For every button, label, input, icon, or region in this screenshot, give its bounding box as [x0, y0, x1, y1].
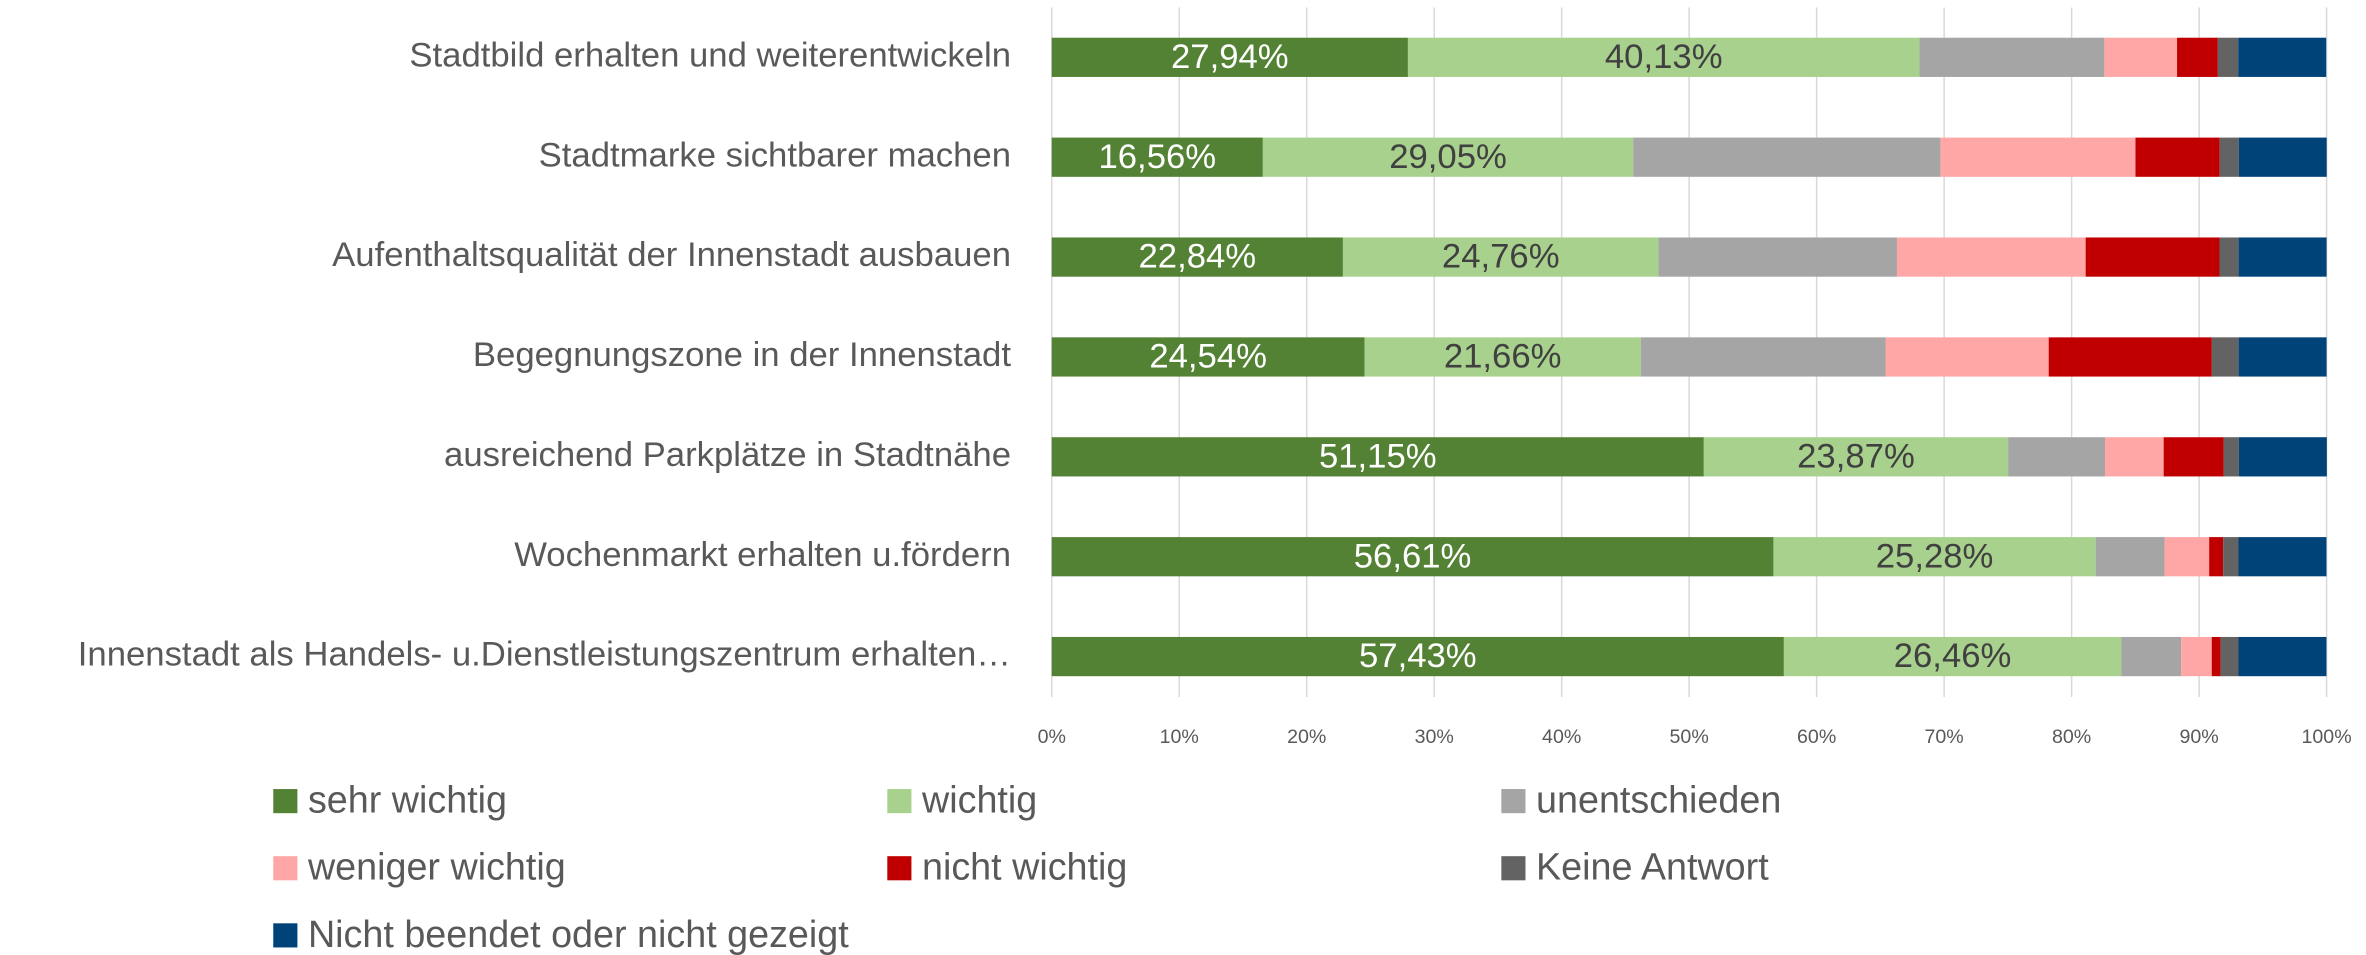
bar-segment	[2217, 37, 2239, 77]
legend-label: unentschieden	[1536, 779, 1781, 821]
bar-segment	[1262, 137, 1634, 177]
bar-segment	[1051, 636, 1784, 677]
category-label: Wochenmarkt erhalten u.fördern	[514, 536, 1011, 574]
bar-segment	[2105, 437, 2164, 477]
bar-segment	[2085, 237, 2220, 277]
bar-segment	[1407, 37, 1920, 77]
bar-segment	[2177, 37, 2218, 77]
data-label: 27,94%	[1171, 38, 1289, 76]
legend-label: sehr wichtig	[308, 779, 507, 821]
data-label: 26,46%	[1894, 637, 2012, 675]
x-tick-label: 10%	[1160, 726, 1199, 748]
legend-swatch	[273, 856, 298, 881]
data-label: 51,15%	[1319, 437, 1437, 475]
bar-segment	[2164, 537, 2210, 577]
bar-segment	[1885, 337, 2049, 377]
bar-segment	[2219, 137, 2239, 177]
bar-segment	[1896, 237, 2086, 277]
data-label: 57,43%	[1359, 637, 1477, 675]
bar-segment	[1051, 37, 1408, 77]
x-tick-label: 80%	[2052, 726, 2091, 748]
bar-segment	[1051, 137, 1263, 177]
x-tick-label: 30%	[1415, 726, 1454, 748]
legend-swatch	[1501, 856, 1526, 881]
bar-segment	[1773, 537, 2096, 577]
x-tick-label: 60%	[1797, 726, 1836, 748]
bar-segment	[1051, 437, 1704, 477]
data-label: 16,56%	[1098, 138, 1216, 176]
data-label: 24,54%	[1149, 338, 1267, 376]
data-label: 22,84%	[1139, 238, 1257, 276]
bar-segment	[2211, 337, 2239, 377]
legend-swatch	[273, 923, 298, 948]
legend-label: Nicht beendet oder nicht gezeigt	[308, 913, 849, 955]
legend-swatch	[887, 789, 912, 814]
legend-swatch	[273, 789, 298, 814]
data-label: 24,76%	[1442, 238, 1560, 276]
legend-label: weniger wichtig	[307, 846, 566, 888]
bar-segment	[2219, 237, 2239, 277]
bar-segment	[2238, 537, 2327, 577]
bar-segment	[2008, 437, 2106, 477]
bar-segment	[2135, 137, 2220, 177]
bar-segment	[2238, 337, 2327, 377]
legend-label: nicht wichtig	[922, 846, 1127, 888]
bar-segment	[2211, 636, 2221, 677]
data-label: 56,61%	[1354, 537, 1472, 575]
bar-segment	[1342, 237, 1659, 277]
x-tick-label: 100%	[2302, 726, 2352, 748]
bar-segment	[2104, 37, 2178, 77]
bar-segment	[1633, 137, 1941, 177]
bar-segment	[2238, 37, 2327, 77]
bar-segment	[2209, 537, 2224, 577]
bar-segment	[1051, 237, 1343, 277]
x-tick-label: 40%	[1542, 726, 1581, 748]
bar-segment	[2048, 337, 2212, 377]
data-label: 21,66%	[1444, 338, 1562, 376]
data-label: 29,05%	[1389, 138, 1507, 176]
bar-segment	[1364, 337, 1641, 377]
data-label: 23,87%	[1797, 437, 1915, 475]
bar-segment	[1051, 537, 1774, 577]
bar-segment	[2220, 636, 2239, 677]
bar-segment	[1940, 137, 2136, 177]
bar-segment	[2238, 636, 2327, 677]
legend-label: wichtig	[921, 779, 1037, 821]
x-tick-label: 50%	[1670, 726, 1709, 748]
category-label: Stadtmarke sichtbarer machen	[539, 136, 1011, 174]
bar-segment	[1703, 437, 2009, 477]
bar-segment	[2223, 437, 2239, 477]
bar-segment	[2238, 137, 2327, 177]
x-tick-label: 0%	[1038, 726, 1066, 748]
category-label: Begegnungszone in der Innenstadt	[473, 336, 1011, 374]
data-label: 25,28%	[1876, 537, 1994, 575]
bar-segment	[2121, 636, 2182, 677]
bar-segment	[2095, 537, 2165, 577]
category-label: Stadtbild erhalten und weiterentwickeln	[409, 36, 1011, 74]
bar-segment	[2238, 237, 2327, 277]
category-label: ausreichend Parkplätze in Stadtnähe	[444, 436, 1011, 474]
x-tick-label: 90%	[2179, 726, 2218, 748]
bar-segment	[1051, 337, 1365, 377]
legend-label: Keine Antwort	[1536, 846, 1769, 888]
bar-segment	[1919, 37, 2105, 77]
category-label: Innenstadt als Handels- u.Dienstleistung…	[78, 636, 1011, 674]
bar-segment	[2238, 437, 2327, 477]
data-label: 40,13%	[1605, 38, 1723, 76]
bar-segment	[2163, 437, 2224, 477]
legend-swatch	[1501, 789, 1526, 814]
bar-segment	[2181, 636, 2212, 677]
x-tick-label: 20%	[1287, 726, 1326, 748]
legend-swatch	[887, 856, 912, 881]
x-tick-label: 70%	[1925, 726, 1964, 748]
bar-segment	[1640, 337, 1886, 377]
bar-segment	[2223, 537, 2239, 577]
category-label: Aufenthaltsqualität der Innenstadt ausba…	[332, 236, 1011, 274]
bar-segment	[1658, 237, 1897, 277]
bar-segment	[1783, 636, 2122, 677]
